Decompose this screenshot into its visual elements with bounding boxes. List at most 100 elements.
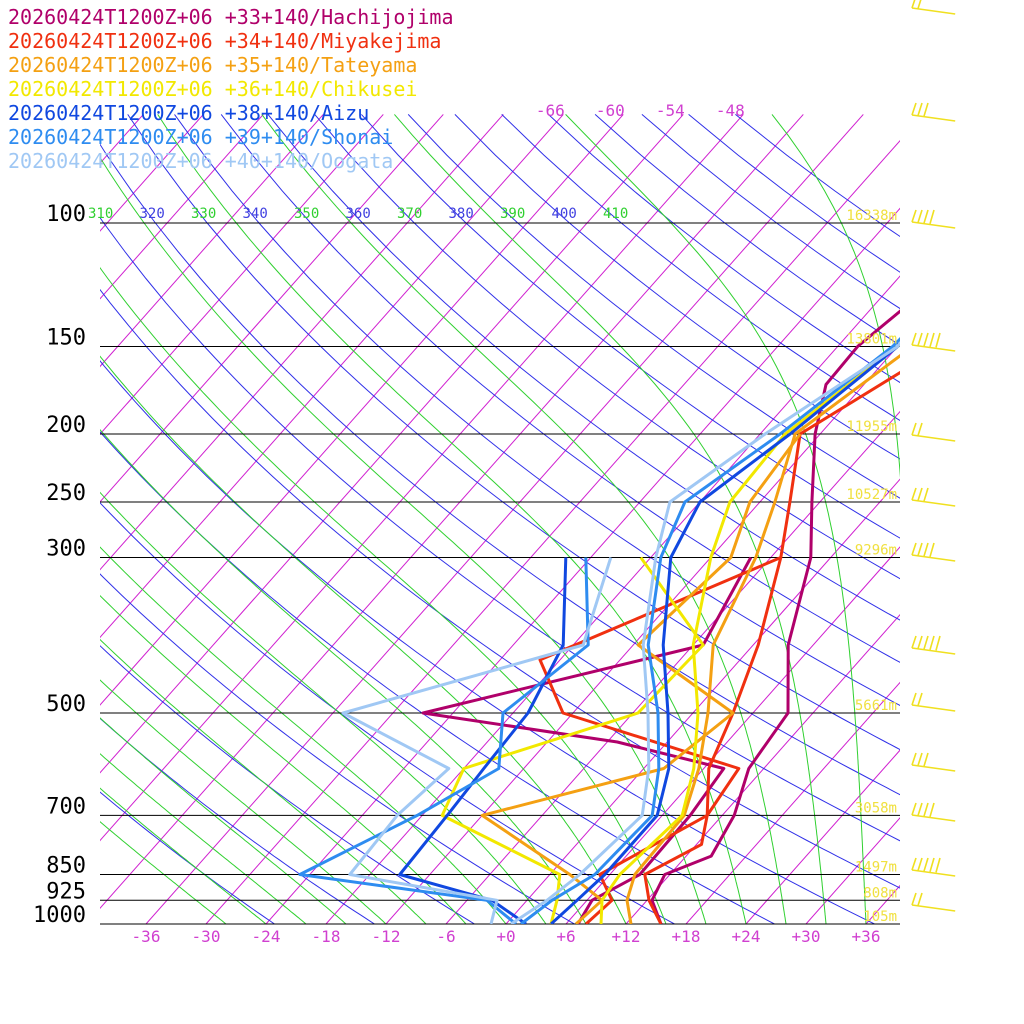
legend-entry: 20260424T1200Z+06 +34+140/Miyakejima (8, 29, 441, 53)
wind-barb-feather (923, 102, 929, 117)
temperature-profile-line (650, 309, 900, 924)
wind-barb-feather (929, 542, 935, 558)
isotherm-line (565, 546, 900, 924)
isotherm-line (625, 613, 900, 924)
legend-entry: 20260424T1200Z+06 +38+140/Aizu (8, 101, 369, 125)
theta-label: 390 (500, 206, 525, 222)
temperature-tick-label: -6 (436, 927, 455, 946)
temperature-tick-label: -12 (372, 927, 401, 946)
wind-barb (911, 542, 956, 562)
isotherm-line (100, 114, 384, 435)
wind-barb-feather (911, 422, 917, 436)
wind-barb-feather (935, 857, 941, 873)
dry-adiabat-line (100, 573, 576, 924)
moist-adiabat-line (100, 546, 507, 924)
moist-adiabat-line (565, 114, 867, 924)
wind-barb-feather (917, 857, 923, 871)
temperature-tick-label: +36 (852, 927, 881, 946)
wind-barb (911, 422, 956, 442)
isotherm-line (100, 114, 444, 503)
wind-barb-feather (917, 635, 923, 649)
moist-adiabat-line (100, 491, 547, 924)
theta-label: 360 (346, 206, 371, 222)
wind-barb (911, 752, 956, 772)
dry-adiabat-line (127, 114, 900, 751)
dry-adiabat-line (314, 114, 900, 580)
wind-barb-staff (911, 7, 956, 15)
pressure-label: 100 (46, 202, 86, 227)
wind-barb-staff (911, 647, 956, 655)
dry-adiabat-line (267, 114, 900, 621)
moist-adiabat-line (157, 114, 747, 924)
temperature-profile-line (643, 370, 900, 924)
height-label: 13801m (846, 331, 897, 347)
wind-barb-feather (923, 857, 929, 872)
wind-barb (911, 487, 956, 507)
wind-barb-staff (911, 499, 956, 507)
wind-barb-feather (923, 542, 929, 557)
isotherm-line (145, 114, 864, 924)
height-label: 16338m (846, 208, 897, 224)
dry-adiabat-line (100, 431, 776, 924)
temperature-tick-label: +0 (496, 927, 515, 946)
dry-adiabat-line (361, 114, 900, 539)
wind-barb-feather (935, 635, 941, 651)
height-label: 5661m (855, 698, 897, 714)
dewpoint-profile-line (341, 557, 613, 924)
wind-barb-feather (911, 635, 917, 649)
theta-label: 350 (294, 206, 319, 222)
pressure-label: 200 (46, 413, 86, 438)
height-label: 9296m (855, 542, 897, 558)
wind-barb (911, 0, 956, 15)
pressure-label: 250 (46, 481, 86, 506)
theta-label: 320 (140, 206, 165, 222)
moist-adiabat-line (100, 594, 467, 924)
wind-barb-feather (929, 635, 935, 651)
wind-barb-staff (911, 704, 956, 712)
height-label: 808m (863, 885, 897, 901)
wind-barb-feather (911, 209, 917, 223)
wind-barb-feather (917, 892, 923, 906)
wind-barb-feather (911, 542, 917, 556)
theta-label: 340 (243, 206, 268, 222)
wind-barb-feather (911, 752, 917, 766)
wind-barb-feather (929, 209, 935, 225)
wind-barb-feather (917, 0, 922, 9)
wind-barb-feather (911, 487, 917, 501)
isotherm-line (325, 275, 900, 924)
wind-barb-staff (911, 114, 956, 122)
height-label: 11955m (846, 419, 897, 435)
temperature-tick-label: -18 (312, 927, 341, 946)
height-label: 105m (863, 909, 897, 925)
legend-entry: 20260424T1200Z+06 +36+140/Chikusei (8, 77, 417, 101)
legend-entry: 20260424T1200Z+06 +33+140/Hachijojima (8, 5, 454, 29)
temperature-tick-label: +12 (612, 927, 641, 946)
legend-entry: 20260424T1200Z+06 +40+140/Oogata (8, 149, 393, 173)
wind-barbs (911, 0, 956, 912)
wind-barb (911, 209, 956, 229)
height-label: 3058m (855, 800, 897, 816)
wind-barb-staff (911, 554, 956, 562)
isotherm-line (445, 410, 900, 924)
dry-adiabat-line (174, 114, 900, 707)
wind-barb-feather (929, 857, 935, 873)
wind-barb-staff (911, 434, 956, 442)
dry-adiabat-line (100, 360, 876, 924)
dry-adiabat-line (100, 143, 900, 796)
legend: 20260424T1200Z+06 +33+140/Hachijojima202… (8, 5, 454, 173)
wind-barb-feather (923, 802, 929, 817)
wind-barb-feather (923, 635, 929, 650)
temperature-tick-label: +24 (732, 927, 761, 946)
wind-barb-feather (911, 802, 917, 816)
wind-barb-feather (935, 332, 941, 348)
wind-barb-feather (923, 752, 929, 767)
wind-barb-feather (917, 209, 923, 223)
pressure-label: 150 (46, 325, 86, 350)
isotherm-line (265, 207, 900, 924)
temperature-tick-label: -24 (252, 927, 281, 946)
wind-barb-feather (911, 892, 917, 906)
moist-adiabat-line (261, 114, 787, 924)
dewpoint-profile-line (480, 433, 802, 924)
dry-adiabat-line (407, 114, 900, 499)
wind-barb-feather (911, 692, 917, 706)
